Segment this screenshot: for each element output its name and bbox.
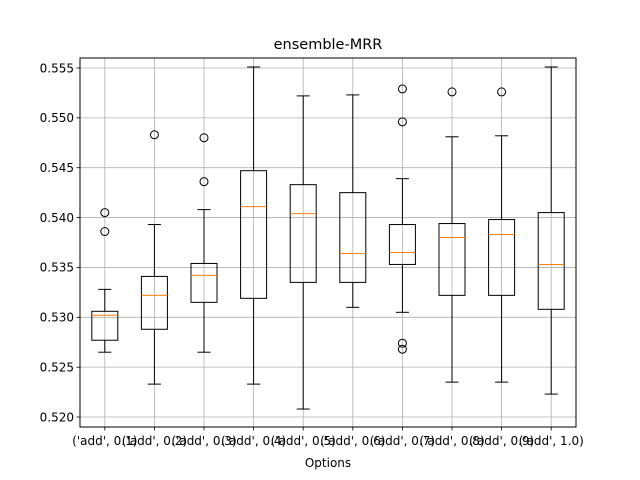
- outlier-point: [397, 338, 407, 348]
- y-tick-label: 0.535: [40, 261, 74, 275]
- box-group: [289, 95, 317, 410]
- iqr-box: [289, 184, 317, 283]
- y-tick-label: 0.555: [40, 61, 74, 75]
- x-tick-label: ('add', 0.8): [419, 434, 484, 448]
- iqr-box: [91, 310, 119, 341]
- box-group: [488, 87, 516, 383]
- y-tick-label: 0.550: [40, 111, 74, 125]
- iqr-box: [140, 275, 168, 330]
- box-group: [388, 84, 416, 354]
- x-axis-label: Options: [305, 456, 351, 470]
- iqr-box: [240, 170, 268, 299]
- x-tick-label: ('add', 1.0): [519, 434, 584, 448]
- plot-area-frame: [79, 57, 577, 428]
- outlier-point: [100, 208, 110, 218]
- iqr-box: [388, 224, 416, 265]
- outlier-point: [497, 87, 507, 97]
- x-tick-label: ('add', 0.9): [469, 434, 534, 448]
- y-tick-label: 0.540: [40, 211, 74, 225]
- x-tick-label: ('add', 0.2): [122, 434, 187, 448]
- iqr-box: [190, 262, 218, 303]
- iqr-box: [438, 223, 466, 296]
- outlier-point: [100, 227, 110, 237]
- axis-layer: 0.520 0.525 0.530 0.535 0.540 0.545 0.550 0.555…: [40, 61, 584, 448]
- box-group: [438, 87, 466, 383]
- box-group: [339, 94, 367, 308]
- y-tick-label: 0.520: [40, 410, 74, 424]
- x-tick-label: ('add', 0.5): [271, 434, 336, 448]
- y-tick-label: 0.530: [40, 311, 74, 325]
- x-tick-label: ('add', 0.1): [72, 434, 137, 448]
- chart-title: ensemble-MRR: [274, 37, 383, 53]
- iqr-box: [537, 212, 565, 310]
- y-tick-label: 0.545: [40, 161, 74, 175]
- box-group: [140, 130, 168, 385]
- iqr-box: [339, 192, 367, 283]
- outlier-point: [447, 87, 457, 97]
- outlier-point: [199, 133, 209, 143]
- box-group: [240, 66, 268, 385]
- box-group: [91, 208, 119, 353]
- box-group: [537, 66, 565, 395]
- x-tick-label: ('add', 0.7): [370, 434, 435, 448]
- outlier-point: [149, 130, 159, 140]
- outlier-point: [397, 344, 407, 354]
- y-tick-label: 0.525: [40, 360, 74, 374]
- outlier-point: [397, 117, 407, 127]
- outlier-point: [199, 177, 209, 187]
- x-tick-label: ('add', 0.3): [171, 434, 236, 448]
- x-tick-label: ('add', 0.4): [221, 434, 286, 448]
- iqr-box: [488, 219, 516, 296]
- box-group: [190, 133, 218, 353]
- x-tick-label: ('add', 0.6): [320, 434, 385, 448]
- box-layer: [91, 66, 565, 410]
- outlier-point: [397, 84, 407, 94]
